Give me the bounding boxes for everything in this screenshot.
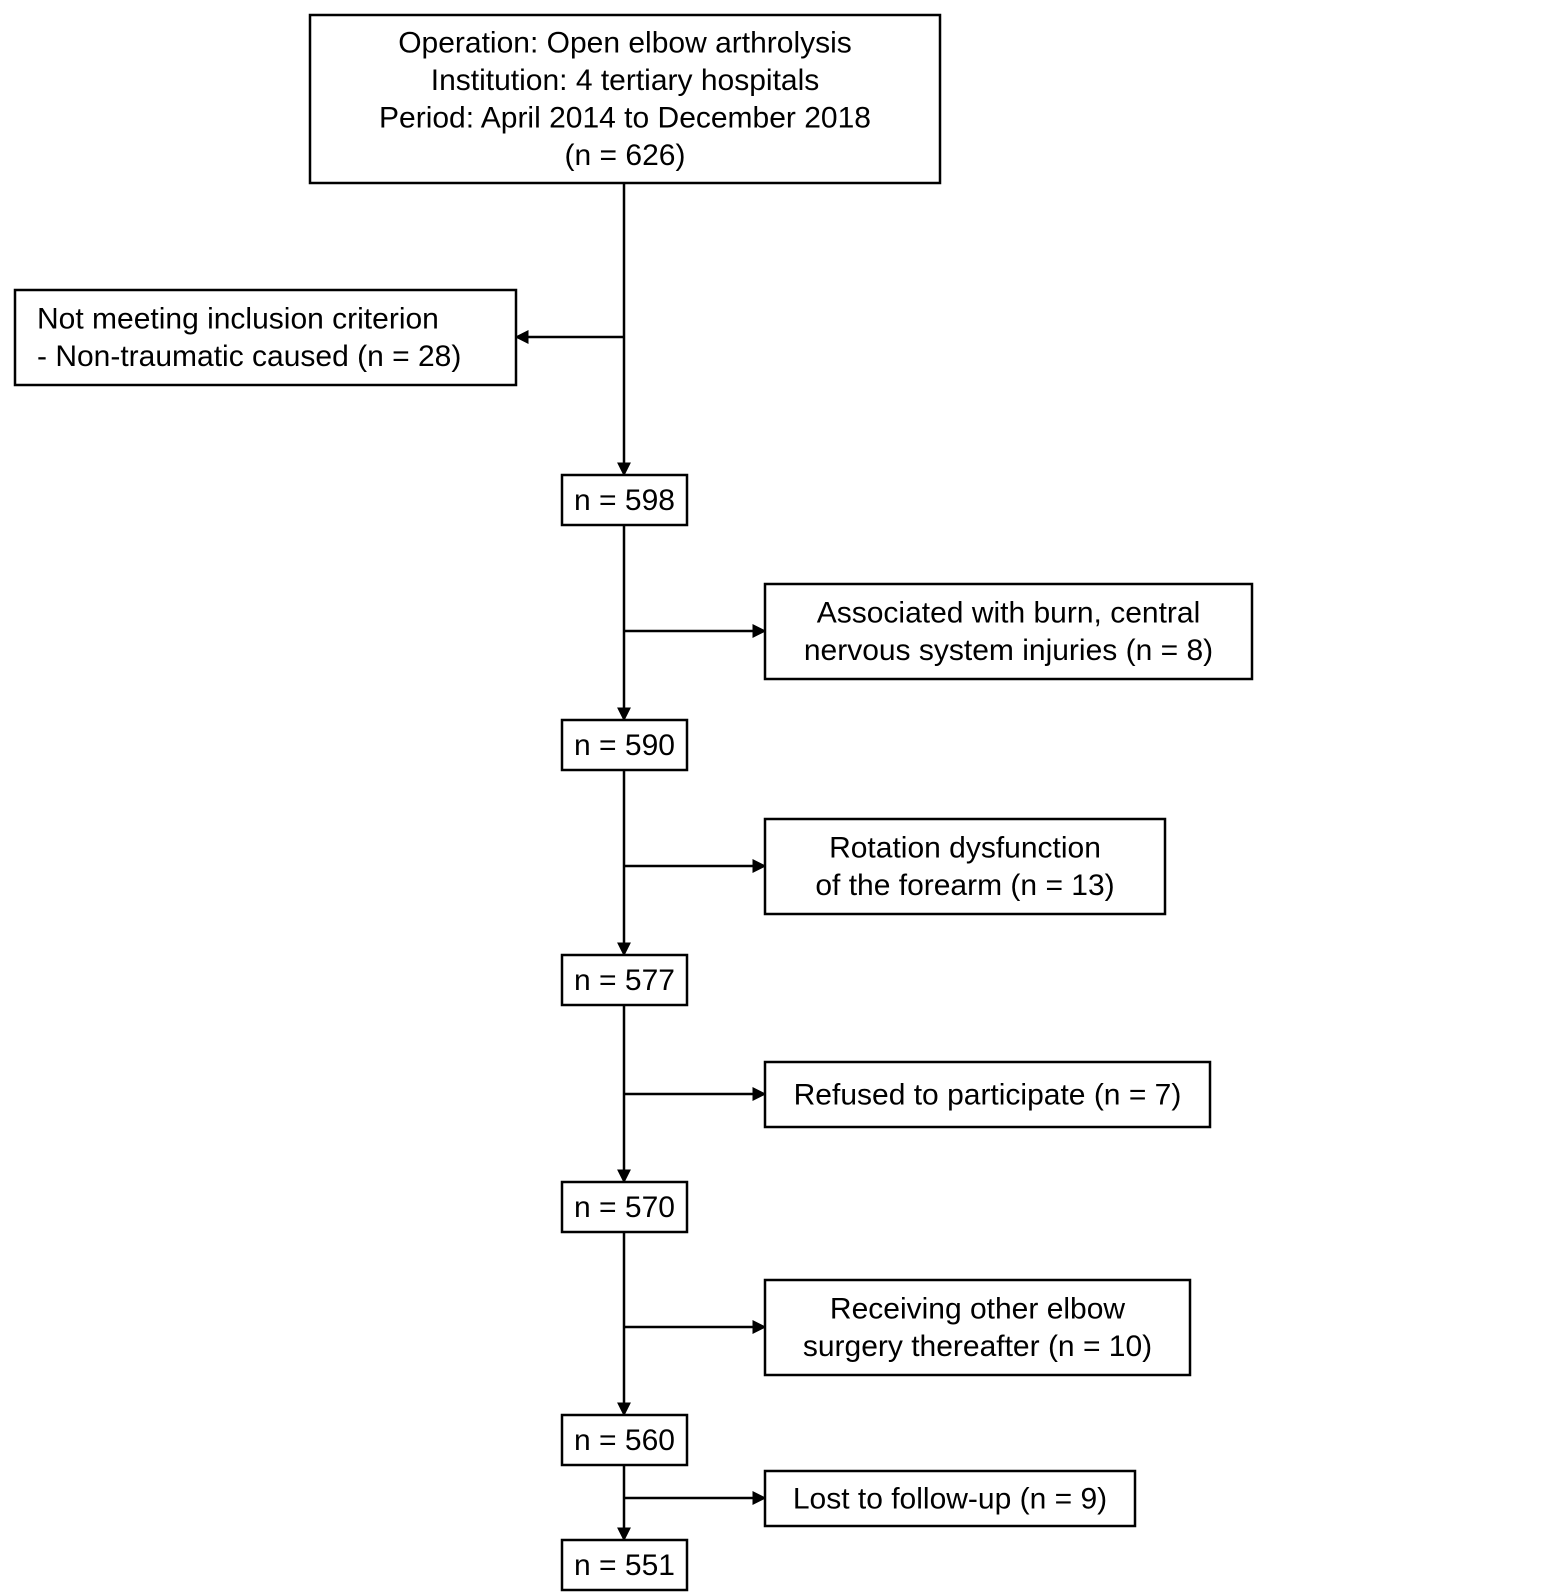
node-text-excl4-line0: Refused to participate (n = 7) xyxy=(794,1078,1182,1111)
node-text-start-line2: Period: April 2014 to December 2018 xyxy=(379,102,871,135)
flowchart-container: Operation: Open elbow arthrolysis Institu… xyxy=(0,0,1563,1593)
node-excl2: Associated with burn, central nervous sys… xyxy=(765,584,1252,679)
node-text-n551-line0: n = 551 xyxy=(574,1549,675,1582)
edges-group xyxy=(516,183,765,1540)
flowchart-svg: Operation: Open elbow arthrolysis Institu… xyxy=(0,0,1563,1593)
node-n560: n = 560 xyxy=(562,1415,687,1465)
node-excl6: Lost to follow-up (n = 9) xyxy=(765,1471,1135,1526)
node-text-start-line3: (n = 626) xyxy=(565,139,686,172)
node-start: Operation: Open elbow arthrolysis Institu… xyxy=(310,15,940,183)
node-n577: n = 577 xyxy=(562,955,687,1005)
node-text-excl3-line0: Rotation dysfunction xyxy=(829,832,1101,865)
node-text-excl1-line1: - Non-traumatic caused (n = 28) xyxy=(37,340,461,373)
node-text-excl1-line0: Not meeting inclusion criterion xyxy=(37,303,439,336)
node-text-excl5-line1: surgery thereafter (n = 10) xyxy=(803,1330,1152,1363)
node-excl1: Not meeting inclusion criterion - Non-tr… xyxy=(15,290,516,385)
node-excl3: Rotation dysfunction of the forearm (n = … xyxy=(765,819,1165,914)
node-text-n560-line0: n = 560 xyxy=(574,1424,675,1457)
node-text-excl6-line0: Lost to follow-up (n = 9) xyxy=(793,1482,1107,1515)
node-text-n577-line0: n = 577 xyxy=(574,964,675,997)
node-text-start-line0: Operation: Open elbow arthrolysis xyxy=(398,27,852,60)
node-text-excl5-line0: Receiving other elbow xyxy=(830,1293,1126,1326)
node-n598: n = 598 xyxy=(562,475,687,525)
node-n590: n = 590 xyxy=(562,720,687,770)
node-text-start-line1: Institution: 4 tertiary hospitals xyxy=(431,64,820,97)
node-excl4: Refused to participate (n = 7) xyxy=(765,1062,1210,1127)
nodes-group: Operation: Open elbow arthrolysis Institu… xyxy=(15,15,1252,1590)
node-text-excl2-line1: nervous system injuries (n = 8) xyxy=(804,634,1213,667)
node-text-excl2-line0: Associated with burn, central xyxy=(817,597,1201,630)
node-text-n570-line0: n = 570 xyxy=(574,1191,675,1224)
node-n570: n = 570 xyxy=(562,1182,687,1232)
node-excl5: Receiving other elbow surgery thereafter … xyxy=(765,1280,1190,1375)
node-text-n598-line0: n = 598 xyxy=(574,484,675,517)
node-text-n590-line0: n = 590 xyxy=(574,729,675,762)
node-text-excl3-line1: of the forearm (n = 13) xyxy=(815,869,1114,902)
node-n551: n = 551 xyxy=(562,1540,687,1590)
